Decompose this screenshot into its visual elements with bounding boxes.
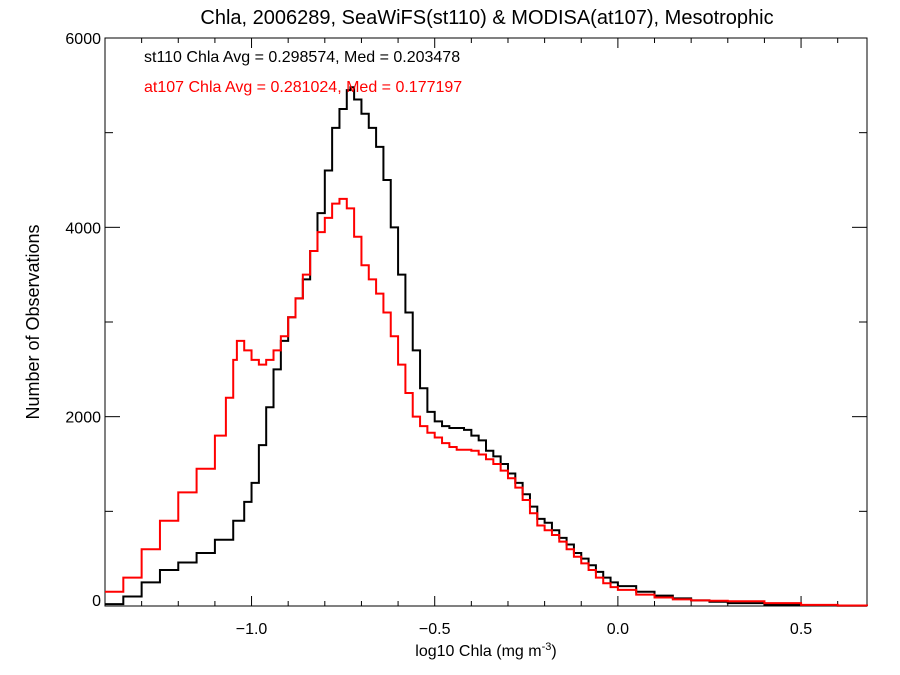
y-tick-label: 0 — [92, 593, 101, 610]
series-st110-line — [105, 86, 868, 607]
y-tick-label: 6000 — [65, 31, 101, 48]
annotation-at107: at107 Chla Avg = 0.281024, Med = 0.17719… — [144, 79, 462, 96]
x-tick-label: −0.5 — [419, 621, 451, 638]
x-axis-label: log10 Chla (mg m-3) — [415, 641, 556, 660]
plot-area: −1.0 −0.5 0.0 0.5 0 2000 4000 6000 — [65, 31, 868, 638]
y-tick-label: 2000 — [65, 410, 101, 427]
y-tick-label: 4000 — [65, 220, 101, 237]
series-at107-line — [105, 197, 868, 607]
chart-title: Chla, 2006289, SeaWiFS(st110) & MODISA(a… — [200, 7, 773, 29]
x-axis-label-sup: -3 — [542, 641, 552, 653]
series-layer — [105, 86, 868, 607]
x-axis-label-close: ) — [551, 643, 556, 660]
plot-frame — [104, 37, 868, 607]
annotation-st110: st110 Chla Avg = 0.298574, Med = 0.20347… — [144, 49, 460, 66]
axis-ticks: −1.0 −0.5 0.0 0.5 0 2000 4000 6000 — [65, 31, 867, 638]
x-tick-label: 0.0 — [607, 621, 629, 638]
x-tick-label: −1.0 — [236, 621, 268, 638]
x-axis-label-main: log10 Chla (mg m — [415, 643, 541, 660]
x-tick-label: 0.5 — [790, 621, 812, 638]
y-axis-label: Number of Observations — [23, 224, 43, 419]
